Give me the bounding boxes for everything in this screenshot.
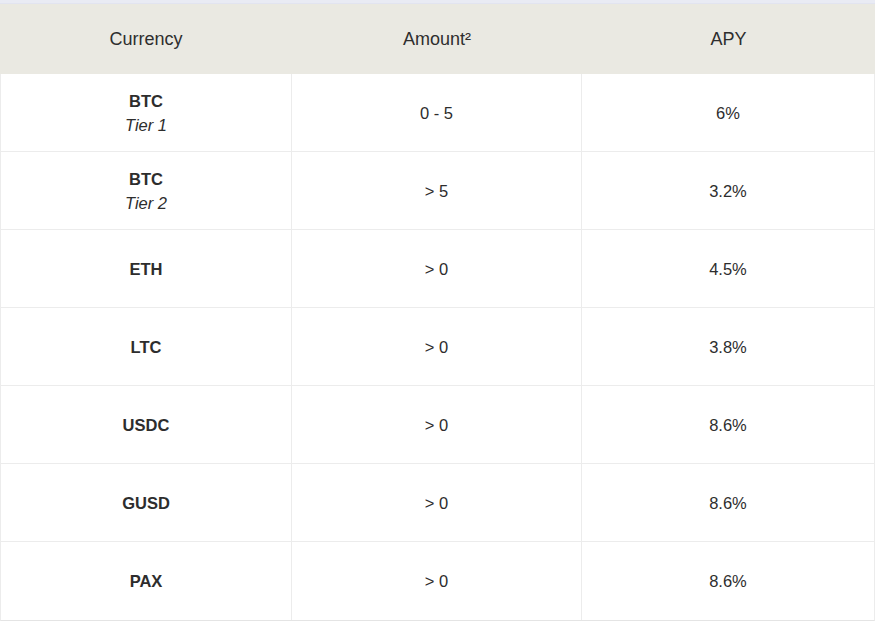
amount-cell: 0 - 5 bbox=[292, 74, 582, 151]
currency-tier: Tier 1 bbox=[125, 113, 167, 137]
currency-name: GUSD bbox=[122, 491, 170, 515]
apy-cell: 3.8% bbox=[582, 308, 874, 385]
amount-cell: > 0 bbox=[292, 464, 582, 541]
table-row: GUSD > 0 8.6% bbox=[1, 464, 874, 542]
currency-cell: ETH bbox=[1, 230, 292, 307]
header-cell-currency: Currency bbox=[0, 4, 292, 74]
amount-cell: > 0 bbox=[292, 230, 582, 307]
currency-cell: BTC Tier 1 bbox=[1, 74, 292, 151]
apy-cell: 8.6% bbox=[582, 464, 874, 541]
amount-cell: > 0 bbox=[292, 542, 582, 620]
amount-cell: > 0 bbox=[292, 308, 582, 385]
apy-cell: 8.6% bbox=[582, 542, 874, 620]
currency-name: BTC bbox=[129, 167, 163, 191]
currency-cell: LTC bbox=[1, 308, 292, 385]
table-row: BTC Tier 2 > 5 3.2% bbox=[1, 152, 874, 230]
currency-cell: GUSD bbox=[1, 464, 292, 541]
interest-rates-table: Currency Amount² APY BTC Tier 1 0 - 5 6%… bbox=[0, 4, 875, 621]
table-body: BTC Tier 1 0 - 5 6% BTC Tier 2 > 5 3.2% … bbox=[0, 74, 875, 621]
header-cell-amount: Amount² bbox=[292, 4, 582, 74]
apy-cell: 3.2% bbox=[582, 152, 874, 229]
currency-tier: Tier 2 bbox=[125, 191, 167, 215]
apy-cell: 8.6% bbox=[582, 386, 874, 463]
table-row: USDC > 0 8.6% bbox=[1, 386, 874, 464]
currency-cell: PAX bbox=[1, 542, 292, 620]
table-header-row: Currency Amount² APY bbox=[0, 4, 875, 74]
currency-cell: USDC bbox=[1, 386, 292, 463]
table-row: PAX > 0 8.6% bbox=[1, 542, 874, 620]
table-row: ETH > 0 4.5% bbox=[1, 230, 874, 308]
currency-name: PAX bbox=[130, 569, 163, 593]
currency-cell: BTC Tier 2 bbox=[1, 152, 292, 229]
currency-name: BTC bbox=[129, 89, 163, 113]
currency-name: USDC bbox=[123, 413, 170, 437]
amount-cell: > 5 bbox=[292, 152, 582, 229]
currency-name: LTC bbox=[131, 335, 162, 359]
amount-cell: > 0 bbox=[292, 386, 582, 463]
apy-cell: 6% bbox=[582, 74, 874, 151]
table-row: BTC Tier 1 0 - 5 6% bbox=[1, 74, 874, 152]
currency-name: ETH bbox=[130, 257, 163, 281]
header-cell-apy: APY bbox=[582, 4, 875, 74]
apy-cell: 4.5% bbox=[582, 230, 874, 307]
table-row: LTC > 0 3.8% bbox=[1, 308, 874, 386]
